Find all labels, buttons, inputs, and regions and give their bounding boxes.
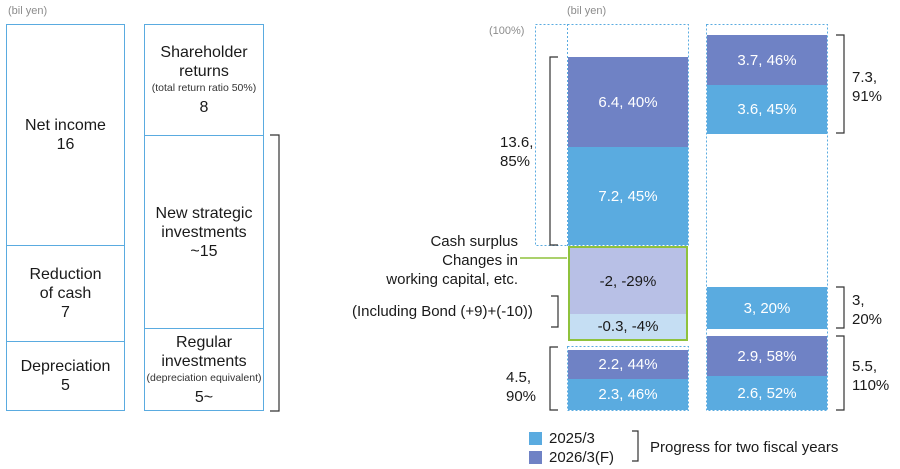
bar2-returns-2026: 3.7, 46% — [707, 35, 827, 85]
depreciation-label: Depreciation — [20, 358, 111, 375]
legend-label-2026: 2026/3(F) — [549, 449, 615, 466]
bond-annotation: (Including Bond (+9)+(-10)) — [352, 303, 533, 320]
strategic-investments-value: ~15 — [190, 242, 218, 260]
frame-bar1-top — [535, 24, 689, 246]
shareholder-returns-value: 8 — [199, 99, 209, 116]
bar2-regular-2025: 2.6, 52% — [707, 376, 827, 410]
reduction-of-cash-value: 7 — [61, 304, 70, 321]
regular-investments-note: (depreciation equivalent) — [146, 371, 262, 384]
source-reduction-of-cash: Reduction of cash 7 — [6, 245, 125, 342]
net-income-value: 16 — [56, 136, 75, 153]
bar1-strategic-2025: 7.2, 45% — [568, 147, 688, 245]
bracket-13-6 — [549, 56, 558, 246]
bracket-label-5-5: 5.5, 110% — [852, 358, 890, 394]
bracket-5-5 — [836, 335, 845, 411]
legend-swatch-2025 — [529, 432, 542, 445]
bar1-working-capital: -2, -29% — [568, 246, 688, 314]
legend-label-2025: 2025/3 — [549, 430, 595, 447]
use-new-strategic-investments: New strategic investments ~15 — [144, 135, 264, 329]
reduction-of-cash-label: Reduction of cash — [29, 266, 102, 302]
net-income-label: Net income — [25, 117, 106, 134]
bar1-regular-2026: 2.2, 44% — [568, 350, 688, 379]
use-shareholder-returns: Shareholder returns (total return ratio … — [144, 24, 264, 136]
strategic-investments-label: New strategic investments — [155, 204, 253, 241]
bracket-label-3: 3, 20% — [852, 292, 883, 328]
regular-investments-label: Regular investments — [161, 333, 247, 370]
uses-bracket — [270, 134, 280, 412]
shareholder-returns-note: (total return ratio 50%) — [151, 82, 257, 94]
bar1-regular-2025: 2.3, 46% — [568, 379, 688, 410]
top-marker-label: (100%) — [489, 25, 525, 37]
bracket-bond — [551, 295, 559, 328]
bar2-returns-2025: 3.6, 45% — [707, 85, 827, 134]
bracket-4-5 — [549, 346, 558, 411]
chart-unit-label: (bil yen) — [567, 5, 607, 17]
depreciation-value: 5 — [61, 377, 70, 394]
legend-bracket — [632, 430, 639, 462]
left-unit-label: (bil yen) — [8, 5, 48, 17]
bracket-label-13-6: 13.6, 85% — [500, 134, 534, 170]
source-depreciation: Depreciation 5 — [6, 341, 125, 411]
frame-bar1-bottom — [567, 346, 689, 411]
bracket-label-7-3: 7.3, 91% — [852, 69, 883, 105]
use-regular-investments: Regular investments (depreciation equiva… — [144, 328, 264, 411]
regular-investments-value: 5~ — [194, 388, 214, 406]
frame-bar2 — [706, 24, 828, 411]
shareholder-returns-label: Shareholder returns — [160, 44, 248, 80]
bracket-3 — [836, 286, 845, 329]
bar2-cash-surplus: 3, 20% — [707, 287, 827, 329]
bracket-label-4-5: 4.5, 90% — [506, 369, 537, 405]
legend-note: Progress for two fiscal years — [650, 439, 839, 456]
bracket-7-3 — [836, 34, 845, 134]
bar2-regular-2026: 2.9, 58% — [707, 336, 827, 376]
bar1-bond: -0.3, -4% — [568, 314, 688, 341]
bar1-strategic-2026: 6.4, 40% — [568, 57, 688, 147]
cash-surplus-annotation: Cash surplus Changes in working capital,… — [386, 233, 518, 288]
legend-swatch-2026 — [529, 451, 542, 464]
